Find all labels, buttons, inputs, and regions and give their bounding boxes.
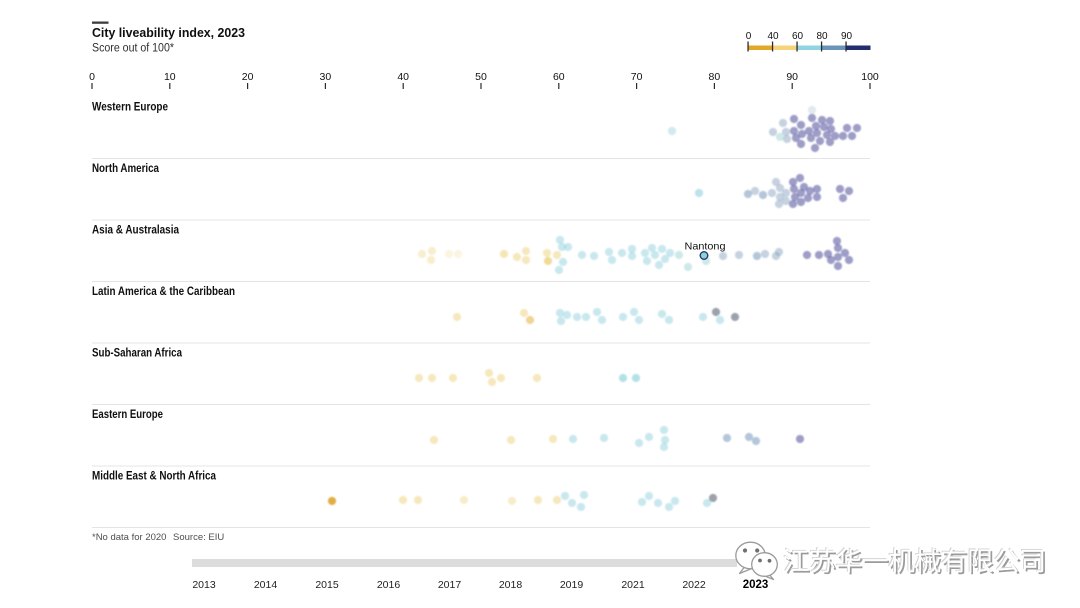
svg-text:Asia & Australasia: Asia & Australasia bbox=[92, 223, 179, 237]
svg-text:*No data for 2020: *No data for 2020 bbox=[92, 532, 166, 543]
svg-text:40: 40 bbox=[767, 31, 779, 42]
svg-text:20: 20 bbox=[242, 71, 254, 83]
svg-text:Score out of 100*: Score out of 100* bbox=[92, 43, 174, 55]
svg-text:90: 90 bbox=[841, 31, 853, 42]
svg-text:Sub-Saharan Africa: Sub-Saharan Africa bbox=[92, 346, 182, 360]
svg-text:0: 0 bbox=[746, 31, 752, 42]
svg-text:Nantong: Nantong bbox=[685, 241, 726, 253]
svg-text:2018: 2018 bbox=[499, 579, 523, 591]
svg-text:30: 30 bbox=[320, 71, 332, 83]
svg-text:50: 50 bbox=[475, 71, 487, 83]
svg-text:2016: 2016 bbox=[377, 579, 401, 591]
svg-text:2022: 2022 bbox=[682, 579, 706, 591]
svg-text:10: 10 bbox=[164, 71, 176, 83]
svg-text:80: 80 bbox=[816, 31, 828, 42]
svg-text:100: 100 bbox=[861, 71, 879, 83]
svg-text:0: 0 bbox=[89, 71, 95, 83]
svg-text:2019: 2019 bbox=[560, 579, 584, 591]
svg-text:60: 60 bbox=[792, 31, 804, 42]
svg-text:Eastern Europe: Eastern Europe bbox=[92, 407, 163, 421]
svg-text:2017: 2017 bbox=[438, 579, 462, 591]
svg-text:Middle East & North Africa: Middle East & North Africa bbox=[92, 469, 216, 483]
svg-text:90: 90 bbox=[786, 71, 798, 83]
svg-text:2015: 2015 bbox=[315, 579, 339, 591]
svg-text:70: 70 bbox=[631, 71, 643, 83]
svg-text:80: 80 bbox=[709, 71, 721, 83]
svg-text:60: 60 bbox=[553, 71, 565, 83]
svg-text:Western Europe: Western Europe bbox=[92, 100, 168, 114]
svg-text:City liveability index, 2023: City liveability index, 2023 bbox=[92, 25, 245, 40]
svg-text:Latin America & the Caribbean: Latin America & the Caribbean bbox=[92, 284, 235, 298]
svg-text:2021: 2021 bbox=[621, 579, 645, 591]
svg-text:2013: 2013 bbox=[192, 579, 216, 591]
svg-text:North America: North America bbox=[92, 161, 159, 175]
svg-text:2014: 2014 bbox=[254, 579, 278, 591]
svg-text:40: 40 bbox=[397, 71, 409, 83]
svg-text:Source: EIU: Source: EIU bbox=[173, 532, 224, 543]
svg-text:2023: 2023 bbox=[743, 579, 769, 591]
